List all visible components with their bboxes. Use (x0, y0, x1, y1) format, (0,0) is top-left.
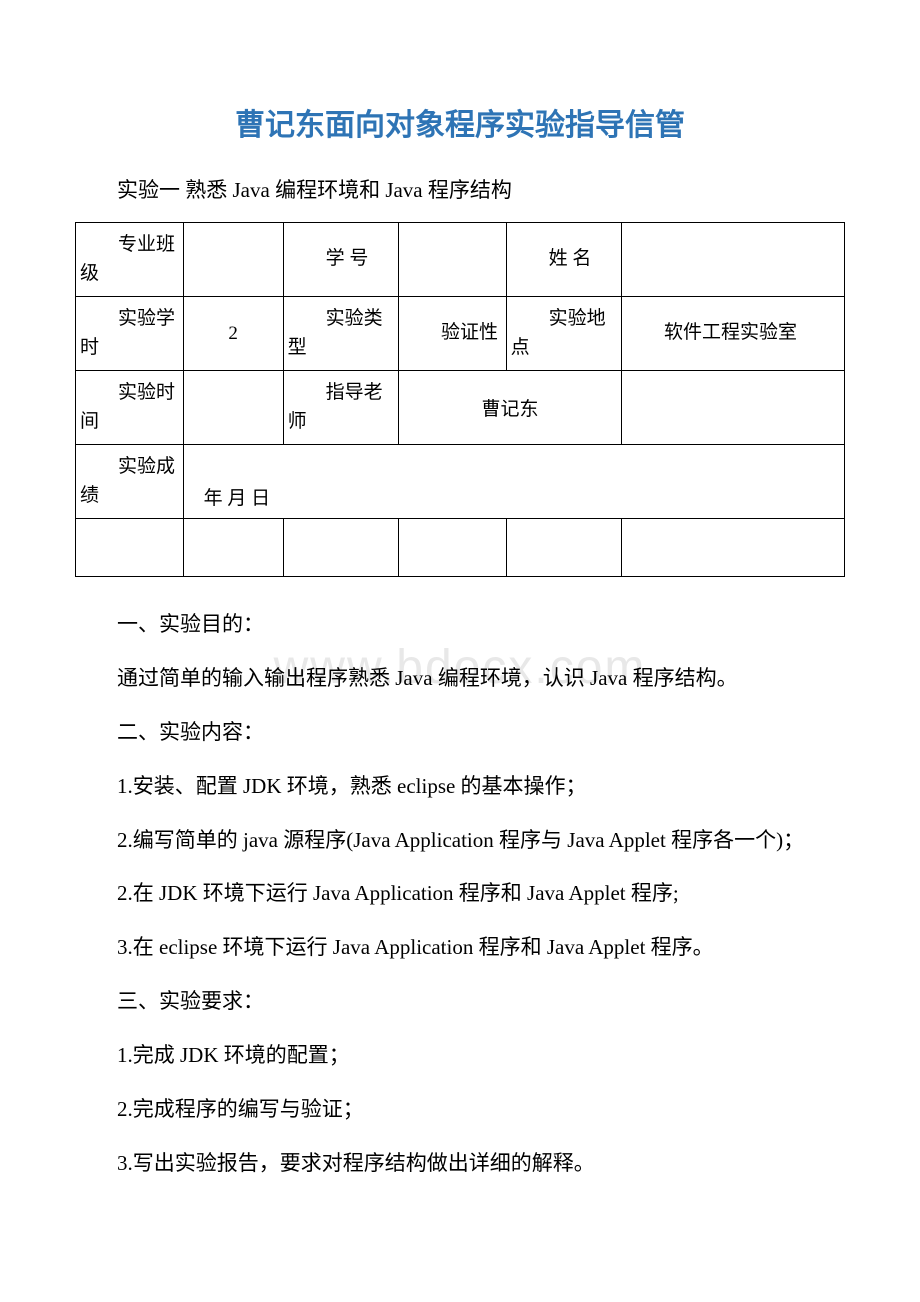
section-3-item: 2.完成程序的编写与验证； (75, 1090, 845, 1130)
name-value (621, 223, 844, 297)
location-label: 实验地点 (506, 297, 621, 371)
table-row: 专业班级 学 号 姓 名 (76, 223, 845, 297)
teacher-value: 曹记东 (398, 371, 621, 445)
empty-cell (183, 519, 283, 577)
grade-label: 实验成绩 (76, 445, 184, 519)
empty-cell (621, 519, 844, 577)
table-row: 实验时间 指导老师 曹记东 (76, 371, 845, 445)
section-2-title: 二、实验内容： (75, 713, 845, 753)
table-row (76, 519, 845, 577)
empty-cell (398, 519, 506, 577)
section-3-item: 1.完成 JDK 环境的配置； (75, 1036, 845, 1076)
table-row: 实验学时 2 实验类型 验证性 实验地点 软件工程实验室 (76, 297, 845, 371)
section-3-title: 三、实验要求： (75, 982, 845, 1022)
major-class-label: 专业班级 (76, 223, 184, 297)
experiment-subtitle: 实验一 熟悉 Java 编程环境和 Java 程序结构 (75, 174, 845, 204)
empty-cell (76, 519, 184, 577)
section-1-body: 通过简单的输入输出程序熟悉 Java 编程环境，认识 Java 程序结构。 (75, 659, 845, 699)
location-value: 软件工程实验室 (621, 297, 844, 371)
section-2-item: 2.编写简单的 java 源程序(Java Application 程序与 Ja… (75, 821, 845, 861)
section-3-item: 3.写出实验报告，要求对程序结构做出详细的解释。 (75, 1144, 845, 1184)
teacher-label: 指导老师 (283, 371, 398, 445)
hours-value: 2 (183, 297, 283, 371)
time-value (183, 371, 283, 445)
empty-cell (506, 519, 621, 577)
type-label: 实验类型 (283, 297, 398, 371)
info-table: 专业班级 学 号 姓 名 实验学时 2 实验类型 验证性 实验地点 软件工程实验… (75, 222, 845, 577)
section-2-item: 2.在 JDK 环境下运行 Java Application 程序和 Java … (75, 874, 845, 914)
major-class-value (183, 223, 283, 297)
type-value: 验证性 (398, 297, 506, 371)
section-2-item: 1.安装、配置 JDK 环境，熟悉 eclipse 的基本操作； (75, 767, 845, 807)
name-label: 姓 名 (506, 223, 621, 297)
student-id-label: 学 号 (283, 223, 398, 297)
section-2-item: 3.在 eclipse 环境下运行 Java Application 程序和 J… (75, 928, 845, 968)
empty-cell (283, 519, 398, 577)
time-label: 实验时间 (76, 371, 184, 445)
empty-cell (621, 371, 844, 445)
student-id-value (398, 223, 506, 297)
section-1-title: 一、实验目的： (75, 605, 845, 645)
hours-label: 实验学时 (76, 297, 184, 371)
date-value: 年 月 日 (183, 445, 844, 519)
document-title: 曹记东面向对象程序实验指导信管 (75, 100, 845, 144)
table-row: 实验成绩 年 月 日 (76, 445, 845, 519)
